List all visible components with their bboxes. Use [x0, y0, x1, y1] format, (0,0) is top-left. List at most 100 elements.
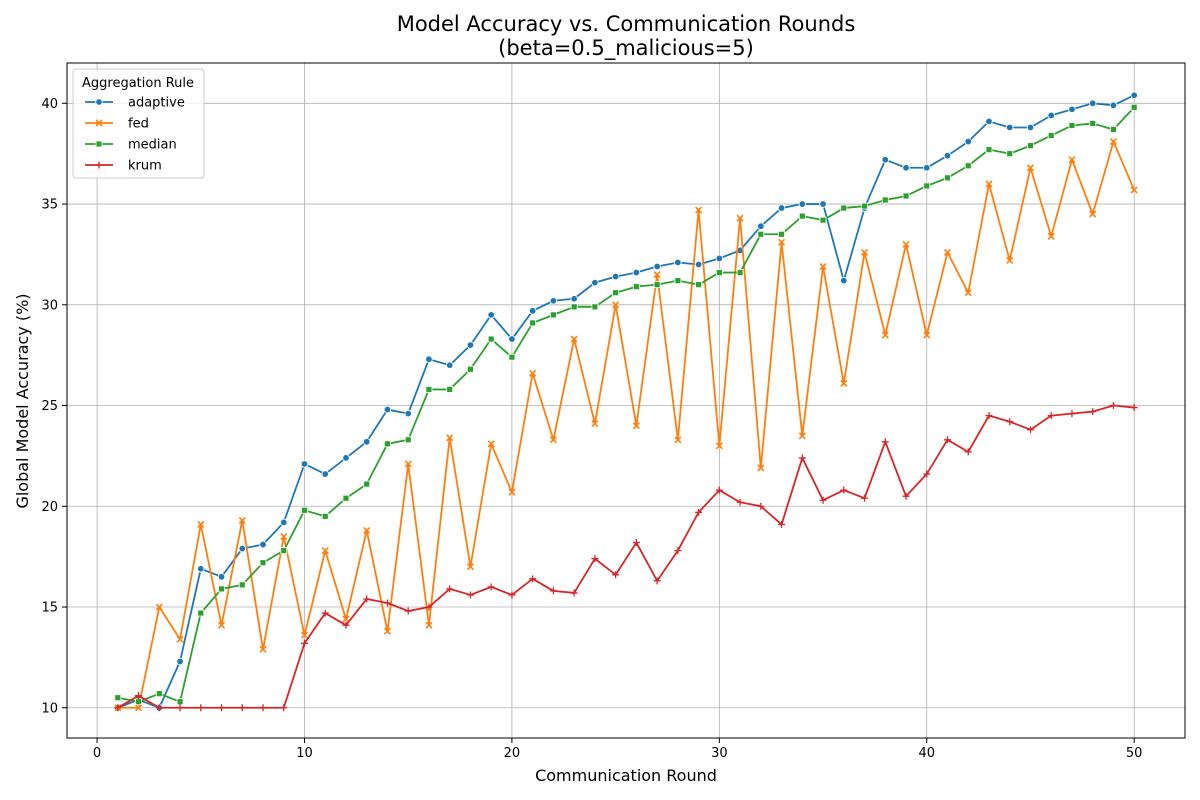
- data-point-adaptive: [943, 151, 952, 160]
- data-point-fed: [736, 214, 744, 222]
- data-point-adaptive: [321, 470, 329, 478]
- data-point-adaptive: [964, 137, 972, 146]
- data-point-adaptive: [1130, 91, 1138, 99]
- data-point-krum: [466, 591, 474, 599]
- legend-item-adaptive: adaptive: [85, 96, 185, 111]
- data-point-krum: [612, 571, 620, 579]
- series-layer: [114, 91, 1138, 712]
- data-point-krum: [197, 704, 205, 712]
- data-point-median: [259, 559, 267, 567]
- data-point-adaptive: [570, 295, 578, 303]
- data-point-fed: [840, 379, 848, 387]
- data-point-adaptive: [217, 573, 226, 581]
- data-point-fed: [715, 442, 723, 450]
- data-point-adaptive: [1006, 123, 1014, 132]
- data-point-median: [1047, 132, 1055, 139]
- data-point-median: [964, 162, 972, 170]
- data-point-adaptive: [591, 278, 599, 287]
- x-tick-label: 50: [1126, 746, 1143, 761]
- data-point-krum: [1047, 412, 1055, 420]
- data-point-median: [819, 216, 827, 224]
- data-point-krum: [923, 470, 931, 478]
- data-point-median: [695, 281, 702, 289]
- data-point-krum: [757, 502, 765, 510]
- data-point-fed: [695, 206, 703, 214]
- data-point-median: [923, 182, 931, 190]
- data-point-median: [155, 690, 163, 698]
- data-point-adaptive: [383, 405, 392, 414]
- data-point-adaptive: [259, 540, 267, 549]
- data-point-krum: [549, 587, 557, 595]
- data-point-adaptive: [694, 260, 703, 269]
- data-point-median: [985, 146, 993, 154]
- data-point-fed: [798, 432, 806, 440]
- data-point-krum: [446, 585, 454, 593]
- data-point-krum: [674, 547, 682, 555]
- data-point-adaptive: [342, 454, 350, 462]
- data-point-krum: [695, 508, 703, 516]
- legend-label: krum: [128, 159, 162, 174]
- x-tick-label: 30: [711, 746, 728, 761]
- data-point-krum: [778, 520, 786, 528]
- data-point-fed: [217, 621, 226, 629]
- chart-subtitle: (beta=0.5_malicious=5): [498, 36, 754, 61]
- data-point-krum: [238, 704, 246, 712]
- data-point-median: [1006, 150, 1014, 158]
- legend-items: adaptive fed median krum: [85, 96, 185, 174]
- data-point-adaptive: [840, 276, 848, 285]
- series-fed: [114, 138, 1138, 712]
- data-point-krum: [985, 412, 993, 420]
- data-point-fed: [446, 434, 454, 442]
- data-point-krum: [1026, 426, 1034, 434]
- data-point-krum: [632, 539, 640, 547]
- data-point-krum: [653, 577, 661, 585]
- data-point-krum: [591, 555, 599, 563]
- data-point-fed: [466, 563, 474, 571]
- data-point-fed: [1047, 232, 1055, 240]
- data-point-median: [446, 386, 454, 393]
- data-point-krum: [342, 621, 350, 629]
- data-point-krum: [570, 589, 578, 597]
- data-point-krum: [715, 486, 723, 494]
- data-point-median: [321, 512, 329, 520]
- data-point-median: [591, 303, 599, 311]
- data-point-adaptive: [1109, 101, 1118, 110]
- data-point-krum: [529, 575, 537, 583]
- data-point-fed: [197, 520, 205, 528]
- legend-marker: [95, 98, 103, 106]
- data-point-adaptive: [508, 335, 516, 343]
- data-point-fed: [860, 248, 869, 256]
- series-line-krum: [117, 404, 1135, 709]
- data-point-fed: [964, 289, 972, 297]
- data-point-krum: [1130, 404, 1138, 412]
- data-point-median: [778, 230, 785, 238]
- data-point-median: [135, 698, 142, 706]
- y-tick-label: 35: [41, 198, 58, 213]
- data-point-adaptive: [715, 254, 724, 263]
- y-tick-label: 30: [41, 298, 58, 313]
- legend-box: [72, 68, 205, 179]
- data-point-adaptive: [923, 164, 931, 172]
- data-point-median: [529, 319, 537, 327]
- data-point-median: [757, 230, 765, 238]
- data-point-median: [114, 694, 122, 702]
- data-point-krum: [1089, 408, 1097, 416]
- data-point-adaptive: [757, 222, 765, 230]
- data-point-krum: [1006, 418, 1014, 426]
- x-tick-label: 0: [93, 746, 101, 761]
- data-point-median: [1027, 142, 1034, 150]
- data-point-krum: [176, 704, 184, 712]
- data-point-fed: [321, 547, 329, 555]
- data-point-adaptive: [985, 117, 993, 126]
- grid-lines: [67, 63, 1185, 738]
- y-tick-label: 15: [41, 601, 58, 616]
- data-point-adaptive: [363, 438, 371, 446]
- data-point-krum: [300, 639, 308, 647]
- data-point-median: [902, 192, 910, 200]
- x-axis-label: Communication Round: [535, 766, 717, 785]
- data-point-fed: [404, 460, 412, 468]
- data-point-adaptive: [487, 311, 495, 319]
- data-point-median: [467, 365, 474, 373]
- data-point-krum: [155, 704, 163, 712]
